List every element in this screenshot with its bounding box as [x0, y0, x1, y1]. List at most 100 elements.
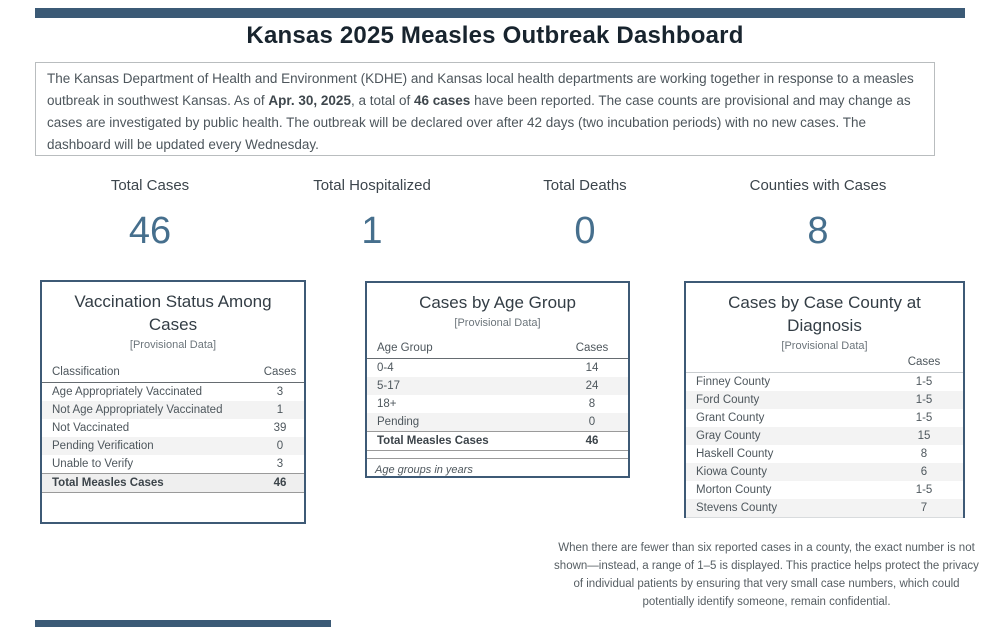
table-row[interactable]: Grant County 1-5 [686, 409, 963, 427]
table-row[interactable]: Ford County 1-5 [686, 390, 963, 409]
top-accent-bar [35, 8, 965, 18]
intro-text-box: The Kansas Department of Health and Envi… [35, 62, 935, 156]
card-title: Cases by Case County at Diagnosis [728, 293, 921, 335]
intro-case-count: 46 cases [414, 92, 471, 108]
table-row[interactable]: Pending 0 [367, 412, 628, 432]
row-value: 1-5 [915, 411, 933, 424]
table-row[interactable]: Not Vaccinated 39 [42, 419, 304, 437]
table-row[interactable]: 0-4 14 [367, 358, 628, 377]
dashboard-title: Kansas 2025 Measles Outbreak Dashboard [246, 22, 744, 49]
table-row[interactable]: 5-17 24 [367, 376, 628, 395]
row-value: 14 [585, 361, 599, 374]
kpi-total-cases: Total Cases 46 [55, 177, 245, 253]
kpi-value: 46 [128, 210, 172, 252]
kpi-counties-with-cases: Counties with Cases 8 [723, 177, 913, 253]
vaccination-table: Classification Cases Age Appropriately V… [42, 362, 304, 493]
column-header-cases: Cases [885, 352, 963, 373]
row-label: Unable to Verify [52, 457, 134, 470]
kpi-label: Total Cases [110, 177, 190, 194]
intro-text-part2: , a total of [350, 92, 414, 108]
kpi-value: 8 [807, 210, 829, 252]
intro-text-part1: The Kansas Department of Health and Envi… [47, 71, 914, 108]
column-header-age-group: Age Group [367, 338, 556, 359]
row-label: Stevens County [686, 498, 885, 518]
table-total-row[interactable]: Total Measles Cases 46 [42, 472, 304, 493]
table-header-row: Classification Cases [42, 362, 304, 383]
kpi-label: Total Hospitalized [313, 177, 431, 194]
row-label: Pending [367, 412, 556, 432]
row-value: 8 [920, 447, 928, 460]
row-value: 15 [885, 426, 963, 445]
age-groups-footnote: Age groups in years [367, 457, 628, 476]
column-header-cases: Cases [256, 362, 304, 383]
row-value: 6 [885, 462, 963, 481]
table-total-row[interactable]: Total Measles Cases 46 [367, 430, 628, 451]
row-label: 0-4 [377, 361, 394, 374]
row-label: Grant County [696, 411, 765, 424]
row-value: 24 [556, 376, 628, 395]
row-value: 0 [556, 412, 628, 432]
row-label: Pending Verification [42, 436, 256, 455]
total-value: 46 [256, 472, 304, 493]
column-header-cases: Cases [556, 338, 628, 359]
row-label: 18+ [377, 397, 397, 410]
card-title: Vaccination Status Among Cases [74, 292, 272, 334]
row-value: 8 [588, 397, 596, 410]
table-row[interactable]: Not Age Appropriately Vaccinated 1 [42, 400, 304, 419]
kpi-label: Counties with Cases [749, 177, 887, 194]
table-row[interactable]: Stevens County 7 [686, 498, 963, 518]
row-label: Gray County [686, 426, 885, 445]
row-label: Kiowa County [686, 462, 885, 481]
vaccination-status-card: Vaccination Status Among Cases [Provisio… [40, 280, 306, 524]
row-label: 5-17 [367, 376, 556, 395]
row-value: 3 [276, 457, 284, 470]
row-value: 39 [273, 421, 287, 434]
total-label: Total Measles Cases [367, 430, 556, 451]
total-label: Total Measles Cases [42, 472, 256, 493]
provisional-data-label: [Provisional Data] [781, 339, 868, 352]
table-row[interactable]: Pending Verification 0 [42, 436, 304, 455]
table-row[interactable]: Finney County 1-5 [686, 372, 963, 391]
row-label: Not Age Appropriately Vaccinated [42, 400, 256, 419]
age-group-card: Cases by Age Group [Provisional Data] Ag… [365, 281, 630, 478]
kpi-value: 0 [574, 210, 596, 252]
card-title: Cases by Age Group [419, 293, 576, 312]
kpi-label: Total Deaths [543, 177, 627, 194]
row-label: Morton County [696, 483, 772, 496]
table-row[interactable]: 18+ 8 [367, 395, 628, 413]
column-header-classification: Classification [42, 362, 256, 383]
table-row[interactable]: Kiowa County 6 [686, 462, 963, 481]
table-header-row: Cases [686, 352, 963, 373]
table-row[interactable]: Morton County 1-5 [686, 481, 963, 499]
row-value: 1 [256, 400, 304, 419]
privacy-footnote: When there are fewer than six reported c… [554, 542, 979, 608]
county-card: Cases by Case County at Diagnosis [Provi… [684, 281, 965, 518]
intro-text-part3: have been reported. The case counts are … [47, 92, 911, 152]
row-label: Haskell County [696, 447, 774, 460]
kpi-total-deaths: Total Deaths 0 [490, 177, 680, 253]
row-label: Not Vaccinated [52, 421, 130, 434]
row-label: Age Appropriately Vaccinated [52, 385, 203, 398]
table-row[interactable]: Haskell County 8 [686, 445, 963, 463]
row-label: Ford County [686, 390, 885, 409]
row-value: 0 [256, 436, 304, 455]
table-header-row: Age Group Cases [367, 338, 628, 359]
table-row[interactable]: Unable to Verify 3 [42, 455, 304, 474]
intro-date: Apr. 30, 2025 [268, 92, 351, 108]
total-value: 46 [556, 430, 628, 451]
row-value: 1-5 [915, 375, 933, 388]
table-row[interactable]: Age Appropriately Vaccinated 3 [42, 382, 304, 401]
row-value: 3 [276, 385, 284, 398]
row-label: Finney County [696, 375, 771, 388]
table-row[interactable]: Gray County 15 [686, 426, 963, 445]
column-header-county [686, 352, 885, 373]
county-table: Cases Finney County 1-5 Ford County 1-5 Gran… [686, 352, 963, 518]
bottom-accent-bar [35, 620, 331, 627]
kpi-value: 1 [361, 210, 383, 252]
row-value: 1-5 [915, 483, 933, 496]
row-value: 7 [885, 498, 963, 518]
row-value: 1-5 [885, 390, 963, 409]
kpi-total-hospitalized: Total Hospitalized 1 [277, 177, 467, 253]
age-group-table: Age Group Cases 0-4 14 5-17 24 18+ 8 Pending 0 … [367, 338, 628, 451]
provisional-data-label: [Provisional Data] [129, 338, 217, 351]
